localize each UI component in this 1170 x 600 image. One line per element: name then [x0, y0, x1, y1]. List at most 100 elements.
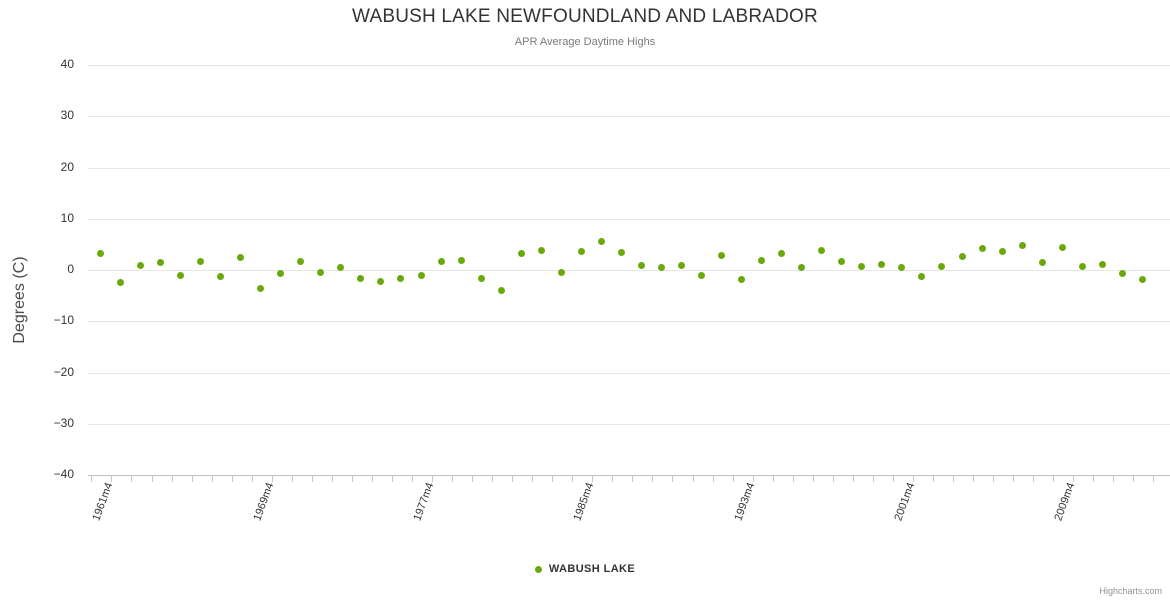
data-point[interactable] — [537, 247, 545, 255]
data-point[interactable] — [738, 275, 746, 283]
data-point[interactable] — [217, 272, 225, 280]
x-axis-tick — [251, 475, 253, 482]
data-point[interactable] — [617, 249, 625, 257]
data-point[interactable] — [898, 264, 906, 272]
gridline-20 — [88, 167, 1170, 169]
data-point[interactable] — [758, 257, 766, 265]
data-point[interactable] — [858, 262, 866, 270]
data-point[interactable] — [1078, 262, 1086, 270]
data-point[interactable] — [197, 258, 205, 266]
data-point[interactable] — [116, 278, 124, 286]
data-point[interactable] — [938, 262, 946, 270]
data-point[interactable] — [417, 271, 425, 279]
x-axis-tick — [852, 475, 854, 482]
x-axis-line — [88, 475, 1170, 476]
data-point[interactable] — [838, 257, 846, 265]
data-point[interactable] — [177, 271, 185, 279]
x-axis-tick — [812, 475, 814, 482]
x-axis-tick — [912, 475, 914, 482]
data-point[interactable] — [998, 247, 1006, 255]
x-axis-tick — [351, 475, 353, 482]
data-point[interactable] — [357, 274, 365, 282]
data-point[interactable] — [237, 254, 245, 262]
x-axis-tick — [552, 475, 554, 482]
y-axis-label--10: −10 — [53, 313, 74, 328]
data-point[interactable] — [397, 275, 405, 283]
gridline-30 — [88, 116, 1170, 118]
y-axis-label-10: 10 — [60, 210, 74, 225]
data-point[interactable] — [377, 277, 385, 285]
data-point[interactable] — [677, 261, 685, 269]
gridline-10 — [88, 218, 1170, 220]
x-axis-tick — [1133, 475, 1135, 482]
legend-item-label: WABUSH LAKE — [548, 563, 636, 576]
gridline-0 — [88, 270, 1170, 271]
data-point[interactable] — [1038, 259, 1046, 267]
x-axis-tick — [953, 475, 954, 482]
data-point[interactable] — [297, 258, 305, 266]
data-point[interactable] — [136, 262, 144, 270]
data-point[interactable] — [1058, 243, 1066, 251]
data-point[interactable] — [1138, 275, 1146, 283]
data-point[interactable] — [317, 268, 325, 276]
x-axis-tick — [632, 475, 634, 482]
data-point[interactable] — [778, 250, 786, 258]
data-point[interactable] — [497, 287, 505, 294]
chart-title: WABUSH LAKE NEWFOUNDLAND AND LABRADOR — [352, 6, 818, 27]
data-point[interactable] — [517, 249, 525, 257]
data-point[interactable] — [337, 263, 345, 271]
x-axis-tick — [432, 475, 434, 482]
x-axis-tick — [1093, 475, 1095, 482]
data-point[interactable] — [978, 245, 986, 253]
x-axis-tick — [1053, 475, 1055, 482]
x-axis-tick — [692, 475, 694, 482]
data-point[interactable] — [1118, 270, 1126, 278]
x-axis-tick — [652, 475, 654, 482]
x-axis-tick — [532, 475, 534, 482]
data-point[interactable] — [96, 249, 104, 257]
x-axis-tick — [452, 475, 454, 482]
x-axis-tick — [973, 475, 975, 482]
data-point[interactable] — [798, 264, 806, 272]
plot-area — [88, 65, 1170, 476]
data-point[interactable] — [657, 263, 665, 271]
data-point[interactable] — [1098, 261, 1106, 269]
x-axis-tick — [572, 475, 574, 482]
x-axis-tick — [412, 475, 413, 482]
x-axis-tick — [231, 475, 233, 482]
x-axis-tick — [391, 475, 393, 482]
chart-legend: WABUSH LAKE — [0, 563, 1170, 575]
y-axis-label--30: −30 — [53, 415, 74, 430]
gridline--30 — [88, 423, 1170, 425]
x-axis-tick — [472, 475, 474, 482]
data-point[interactable] — [257, 284, 265, 292]
data-point[interactable] — [718, 252, 726, 260]
x-axis-tick — [1153, 475, 1155, 482]
data-point[interactable] — [698, 272, 706, 280]
x-axis-tick — [271, 475, 273, 482]
data-point[interactable] — [437, 258, 445, 266]
x-axis-tick — [131, 475, 133, 482]
highcharts-credit[interactable]: Highcharts.com — [1099, 586, 1162, 596]
x-axis-tick — [672, 475, 674, 482]
x-axis-tick — [752, 475, 754, 482]
data-point[interactable] — [1018, 241, 1026, 249]
data-point[interactable] — [597, 238, 605, 246]
data-point[interactable] — [878, 261, 886, 269]
data-point[interactable] — [477, 274, 485, 282]
x-axis-tick — [1073, 475, 1075, 482]
x-axis-tick — [371, 475, 373, 482]
data-point[interactable] — [557, 268, 565, 276]
x-axis-tick — [211, 475, 213, 482]
y-axis-label-40: 40 — [60, 57, 74, 71]
data-point[interactable] — [818, 246, 826, 254]
data-point[interactable] — [577, 247, 585, 255]
data-point[interactable] — [277, 270, 285, 278]
data-point[interactable] — [157, 259, 165, 267]
x-axis-tick — [331, 475, 333, 482]
data-point[interactable] — [457, 256, 465, 264]
legend-item-wabush-lake[interactable]: WABUSH LAKE — [534, 563, 636, 576]
data-point[interactable] — [918, 272, 926, 280]
data-point[interactable] — [958, 252, 966, 260]
data-point[interactable] — [637, 262, 645, 270]
